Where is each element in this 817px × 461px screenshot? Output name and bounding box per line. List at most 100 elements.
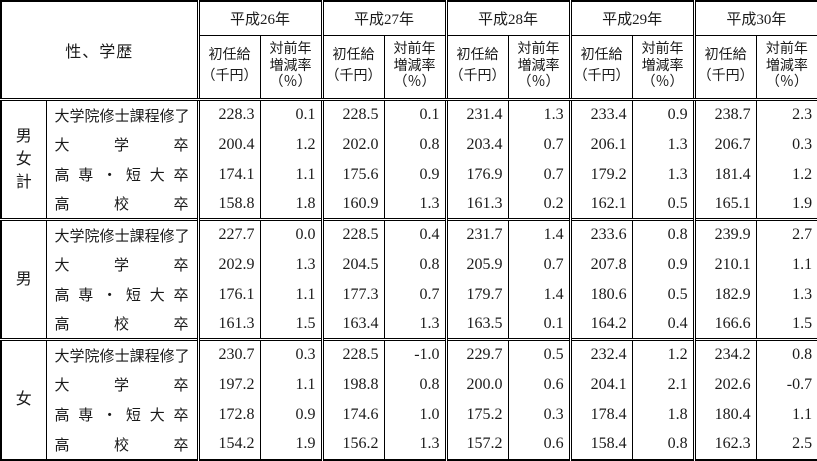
rate-value: 0.5 [507, 338, 571, 370]
salary-value: 180.6 [568, 279, 633, 310]
rate-value: 0.3 [259, 338, 323, 370]
salary-value: 157.2 [444, 429, 509, 460]
rate-value: 1.4 [507, 279, 571, 310]
salary-value: 182.9 [692, 279, 757, 310]
group-label: 男 [1, 218, 46, 340]
salary-value: 205.9 [444, 249, 509, 280]
salary-value: 178.4 [568, 399, 633, 430]
rate-value: 1.3 [631, 159, 695, 190]
group-label-text: 男 [2, 268, 46, 291]
salary-value: 174.1 [196, 159, 261, 190]
salary-value: 180.4 [692, 399, 757, 430]
rate-value: 1.2 [631, 338, 695, 370]
salary-header-line: （千円） [201, 69, 258, 84]
table-header: 性、学歴 平成26年 平成27年 平成28年 平成29年 平成30年 初任給 （千円） 対前… [1, 1, 817, 101]
table-row: 高校卒 161.3 1.5 163.4 1.3 163.5 0.1 164.2 0.4 166.6… [1, 309, 817, 340]
education-label-char: 課 [129, 108, 145, 125]
education-label: 高専・短大卒 [45, 399, 199, 430]
salary-value: 164.2 [568, 309, 633, 340]
rate-value: 1.3 [259, 249, 323, 280]
salary-value: 156.2 [320, 429, 385, 460]
education-label-char: 卒 [173, 317, 189, 334]
rate-value: 1.3 [383, 189, 447, 220]
rate-column-header: 対前年 増減率 （％） [259, 35, 323, 101]
education-label-char: 専 [78, 408, 94, 424]
education-label-char: 修 [159, 348, 175, 365]
rate-value: 0.3 [755, 129, 817, 160]
education-label-char: 高 [54, 408, 70, 424]
rate-value: 0.7 [507, 159, 571, 190]
rate-header-line: 対前年 [765, 41, 808, 57]
salary-value: 206.7 [692, 129, 757, 160]
salary-value: 203.4 [444, 129, 509, 160]
salary-value: 163.4 [320, 309, 385, 340]
rate-value: 1.3 [383, 309, 447, 340]
salary-value: 158.8 [196, 189, 261, 220]
salary-value: 176.1 [196, 279, 261, 310]
sex-education-header: 性、学歴 [1, 1, 199, 101]
rate-value: 0.8 [631, 429, 695, 460]
rate-value: 1.8 [631, 399, 695, 430]
rate-header-line: （％） [269, 75, 312, 91]
salary-value: 233.6 [568, 218, 633, 250]
education-label-char: 高 [54, 197, 70, 214]
education-label-char: ・ [102, 288, 118, 304]
year-header-1: 平成26年 [196, 1, 323, 36]
education-label-char: 士 [114, 348, 130, 365]
group-label-text: 男女計 [2, 125, 46, 195]
education-label-char: 校 [114, 437, 130, 454]
rate-value: 0.9 [631, 249, 695, 280]
education-label-char: 修 [159, 108, 175, 125]
rate-column-header: 対前年 増減率 （％） [631, 35, 695, 101]
rate-value: 0.7 [507, 249, 571, 280]
salary-header-line: （千円） [573, 69, 630, 84]
education-label-char: 院 [84, 108, 100, 125]
rate-value: 0.6 [507, 369, 571, 400]
rate-value: 0.9 [631, 99, 695, 130]
education-label-char: ・ [102, 408, 118, 424]
rate-value: 2.5 [755, 429, 817, 460]
education-label-char: 高 [54, 317, 70, 334]
education-label-text: 高校卒 [55, 193, 189, 214]
salary-header-line: （千円） [697, 69, 754, 84]
education-label-char: 専 [78, 168, 94, 184]
table-row: 大 学 卒 197.2 1.1 198.8 0.8 200.0 0.6 204.1 2.1 202.6… [1, 369, 817, 400]
rate-value: 0.8 [383, 249, 447, 280]
education-label-char: 院 [84, 348, 100, 365]
rate-value: 1.3 [383, 429, 447, 460]
rate-value: 1.3 [755, 279, 817, 310]
education-label-text: 大学卒 [55, 254, 189, 275]
rate-value: 0.7 [383, 279, 447, 310]
salary-value: 179.7 [444, 279, 509, 310]
rate-value: 2.3 [755, 99, 817, 130]
salary-value: 229.7 [444, 338, 509, 370]
education-label-char: 専 [78, 288, 94, 304]
education-label-char: 大 [149, 168, 165, 184]
salary-value: 239.9 [692, 218, 757, 250]
rate-value: 1.1 [755, 399, 817, 430]
education-label-char: 学 [69, 228, 85, 245]
rate-value: 0.8 [383, 129, 447, 160]
salary-value: 228.3 [196, 99, 261, 130]
rate-value: 0.1 [507, 309, 571, 340]
rate-value: 1.1 [259, 369, 323, 400]
rate-value: 2.1 [631, 369, 695, 400]
education-label-char: 高 [54, 288, 70, 304]
table-row: 高専・短大卒 176.1 1.1 177.3 0.7 179.7 1.4 180.6 0.5 18… [1, 279, 817, 310]
rate-header-line: （％） [765, 75, 808, 91]
education-label-char: 士 [114, 228, 130, 245]
salary-value: 204.1 [568, 369, 633, 400]
education-label-char: 学 [114, 378, 130, 394]
education-label: 高校卒 [45, 189, 199, 220]
table-row: 大 学 卒 202.9 1.3 204.5 0.8 205.9 0.7 207.8 0.9 210.1… [1, 249, 817, 280]
sub-header-row: 初任給 （千円） 対前年 増減率 （％） 初任給 （千円） 対前年 増減率 （％） 初任給 （千円）対… [1, 35, 817, 101]
salary-value: 204.5 [320, 249, 385, 280]
salary-value: 202.6 [692, 369, 757, 400]
education-label-char: 大 [54, 348, 70, 365]
rate-header-line: （％） [517, 75, 560, 91]
education-label-char: 高 [54, 437, 70, 454]
salary-value: 198.8 [320, 369, 385, 400]
salary-header-line: 初任給 [208, 48, 251, 64]
rate-value: 1.1 [259, 279, 323, 310]
